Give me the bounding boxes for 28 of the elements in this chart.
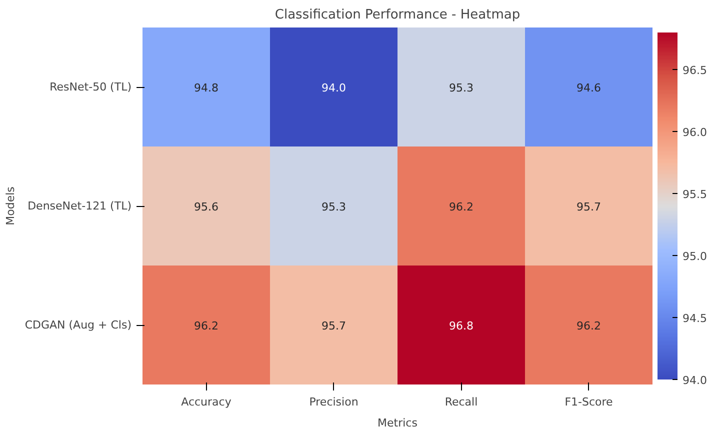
color-bar-label: 96.5 xyxy=(682,64,707,78)
color-bar-label: 96.0 xyxy=(682,126,707,140)
color-bar-label: 94.5 xyxy=(682,312,707,326)
data-label: 95.3 xyxy=(322,200,346,214)
data-label: 94.6 xyxy=(576,82,602,94)
data-label: 95.7 xyxy=(576,200,602,214)
x-tick-label: Accuracy xyxy=(181,396,232,408)
data-label: 96.2 xyxy=(194,320,219,332)
data-label: 95.3 xyxy=(449,82,474,94)
data-label: 94.8 xyxy=(194,82,219,94)
x-axis-title: Metrics xyxy=(378,416,418,430)
y-tick-label: CDGAN (Aug + Cls) xyxy=(24,318,132,332)
color-bar-label: 94.0 xyxy=(682,374,707,387)
x-tick-label: F1-Score xyxy=(564,396,614,408)
data-label: 96.2 xyxy=(576,320,602,332)
data-label: 96.8 xyxy=(449,320,474,332)
x-tick-label: Precision xyxy=(309,396,358,408)
color-bar-label: 95.0 xyxy=(682,250,707,264)
data-label: 95.7 xyxy=(322,320,346,332)
chart-title: Classification Performance - Heatmap xyxy=(274,8,520,22)
color-bar-label: 95.5 xyxy=(682,188,707,202)
data-label: 94.0 xyxy=(322,82,346,94)
y-tick-label: DenseNet-121 (TL) xyxy=(28,200,132,212)
data-label: 95.6 xyxy=(194,200,219,214)
x-tick-label: Recall xyxy=(444,396,478,408)
y-axis-title: Models xyxy=(4,186,17,226)
data-label: 96.2 xyxy=(449,200,474,214)
y-tick-label: ResNet-50 (TL) xyxy=(50,80,132,94)
